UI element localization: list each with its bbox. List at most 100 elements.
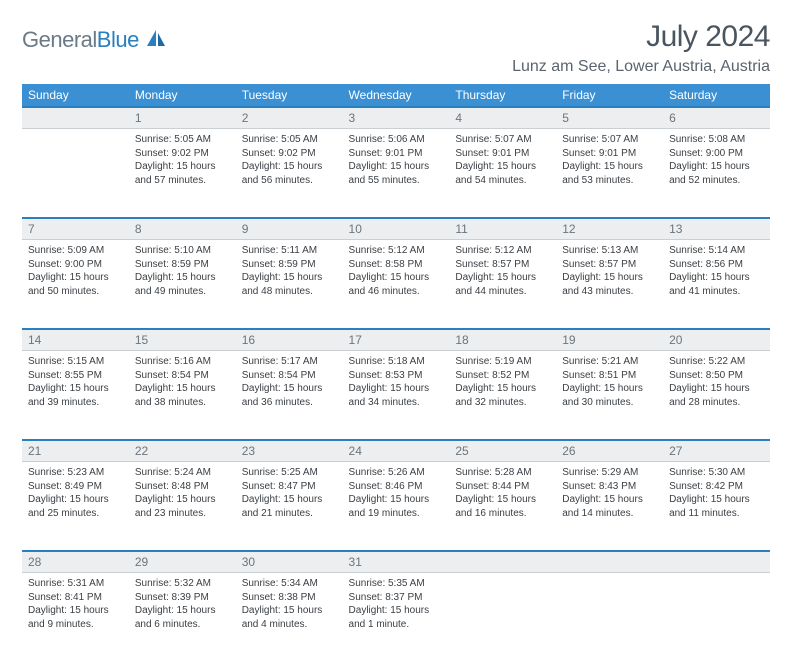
day-cell: Sunrise: 5:16 AMSunset: 8:54 PMDaylight:… bbox=[129, 351, 236, 429]
daylight-text: Daylight: 15 hours and 46 minutes. bbox=[349, 271, 444, 298]
sunrise-text: Sunrise: 5:25 AM bbox=[242, 466, 337, 480]
daynum-row: 28293031 bbox=[22, 551, 770, 573]
day-content-cell: Sunrise: 5:14 AMSunset: 8:56 PMDaylight:… bbox=[663, 240, 770, 330]
sunrise-text: Sunrise: 5:29 AM bbox=[562, 466, 657, 480]
day-number-cell: 16 bbox=[236, 329, 343, 351]
daylight-text: Daylight: 15 hours and 25 minutes. bbox=[28, 493, 123, 520]
day-number-cell: 21 bbox=[22, 440, 129, 462]
sunset-text: Sunset: 8:58 PM bbox=[349, 258, 444, 272]
sunrise-text: Sunrise: 5:34 AM bbox=[242, 577, 337, 591]
day-cell: Sunrise: 5:34 AMSunset: 8:38 PMDaylight:… bbox=[236, 573, 343, 651]
day-cell: Sunrise: 5:29 AMSunset: 8:43 PMDaylight:… bbox=[556, 462, 663, 540]
daylight-text: Daylight: 15 hours and 49 minutes. bbox=[135, 271, 230, 298]
day-content-cell bbox=[663, 573, 770, 662]
sunset-text: Sunset: 8:44 PM bbox=[455, 480, 550, 494]
weekday-header-row: SundayMondayTuesdayWednesdayThursdayFrid… bbox=[22, 84, 770, 107]
day-number-cell: 28 bbox=[22, 551, 129, 573]
day-number-cell: 5 bbox=[556, 107, 663, 129]
sunset-text: Sunset: 8:54 PM bbox=[135, 369, 230, 383]
sunset-text: Sunset: 8:54 PM bbox=[242, 369, 337, 383]
day-number-cell: 3 bbox=[343, 107, 450, 129]
day-cell: Sunrise: 5:22 AMSunset: 8:50 PMDaylight:… bbox=[663, 351, 770, 429]
day-content-cell: Sunrise: 5:23 AMSunset: 8:49 PMDaylight:… bbox=[22, 462, 129, 552]
day-number-cell bbox=[22, 107, 129, 129]
day-number-cell: 19 bbox=[556, 329, 663, 351]
day-content-cell: Sunrise: 5:06 AMSunset: 9:01 PMDaylight:… bbox=[343, 129, 450, 219]
sunrise-text: Sunrise: 5:31 AM bbox=[28, 577, 123, 591]
day-cell: Sunrise: 5:19 AMSunset: 8:52 PMDaylight:… bbox=[449, 351, 556, 429]
sunrise-text: Sunrise: 5:26 AM bbox=[349, 466, 444, 480]
day-number-cell: 20 bbox=[663, 329, 770, 351]
day-cell: Sunrise: 5:05 AMSunset: 9:02 PMDaylight:… bbox=[236, 129, 343, 207]
title-block: July 2024 Lunz am See, Lower Austria, Au… bbox=[512, 20, 770, 76]
sunset-text: Sunset: 8:46 PM bbox=[349, 480, 444, 494]
day-content-cell: Sunrise: 5:19 AMSunset: 8:52 PMDaylight:… bbox=[449, 351, 556, 441]
day-number-cell: 12 bbox=[556, 218, 663, 240]
sunrise-text: Sunrise: 5:22 AM bbox=[669, 355, 764, 369]
sunset-text: Sunset: 8:50 PM bbox=[669, 369, 764, 383]
sunset-text: Sunset: 8:56 PM bbox=[669, 258, 764, 272]
sunrise-text: Sunrise: 5:16 AM bbox=[135, 355, 230, 369]
day-content-cell bbox=[449, 573, 556, 662]
day-number-cell: 14 bbox=[22, 329, 129, 351]
day-number-cell: 2 bbox=[236, 107, 343, 129]
daylight-text: Daylight: 15 hours and 34 minutes. bbox=[349, 382, 444, 409]
day-cell: Sunrise: 5:15 AMSunset: 8:55 PMDaylight:… bbox=[22, 351, 129, 429]
content-row: Sunrise: 5:15 AMSunset: 8:55 PMDaylight:… bbox=[22, 351, 770, 441]
sunset-text: Sunset: 8:55 PM bbox=[28, 369, 123, 383]
daylight-text: Daylight: 15 hours and 38 minutes. bbox=[135, 382, 230, 409]
sunset-text: Sunset: 8:42 PM bbox=[669, 480, 764, 494]
day-content-cell: Sunrise: 5:12 AMSunset: 8:57 PMDaylight:… bbox=[449, 240, 556, 330]
day-cell: Sunrise: 5:31 AMSunset: 8:41 PMDaylight:… bbox=[22, 573, 129, 651]
day-cell: Sunrise: 5:18 AMSunset: 8:53 PMDaylight:… bbox=[343, 351, 450, 429]
daylight-text: Daylight: 15 hours and 43 minutes. bbox=[562, 271, 657, 298]
sunrise-text: Sunrise: 5:14 AM bbox=[669, 244, 764, 258]
day-cell: Sunrise: 5:08 AMSunset: 9:00 PMDaylight:… bbox=[663, 129, 770, 207]
day-number-cell: 25 bbox=[449, 440, 556, 462]
day-number-cell bbox=[449, 551, 556, 573]
sunrise-text: Sunrise: 5:07 AM bbox=[562, 133, 657, 147]
day-number-cell: 22 bbox=[129, 440, 236, 462]
daylight-text: Daylight: 15 hours and 36 minutes. bbox=[242, 382, 337, 409]
day-content-cell: Sunrise: 5:13 AMSunset: 8:57 PMDaylight:… bbox=[556, 240, 663, 330]
logo-text: GeneralBlue bbox=[22, 27, 139, 53]
page: GeneralBlue July 2024 Lunz am See, Lower… bbox=[0, 0, 792, 671]
sunset-text: Sunset: 9:02 PM bbox=[242, 147, 337, 161]
sunset-text: Sunset: 9:01 PM bbox=[455, 147, 550, 161]
daynum-row: 78910111213 bbox=[22, 218, 770, 240]
sunset-text: Sunset: 8:51 PM bbox=[562, 369, 657, 383]
day-number-cell: 27 bbox=[663, 440, 770, 462]
sunrise-text: Sunrise: 5:30 AM bbox=[669, 466, 764, 480]
day-cell: Sunrise: 5:07 AMSunset: 9:01 PMDaylight:… bbox=[556, 129, 663, 207]
day-number-cell: 8 bbox=[129, 218, 236, 240]
sunset-text: Sunset: 8:59 PM bbox=[135, 258, 230, 272]
day-content-cell: Sunrise: 5:16 AMSunset: 8:54 PMDaylight:… bbox=[129, 351, 236, 441]
content-row: Sunrise: 5:23 AMSunset: 8:49 PMDaylight:… bbox=[22, 462, 770, 552]
daylight-text: Daylight: 15 hours and 11 minutes. bbox=[669, 493, 764, 520]
sunrise-text: Sunrise: 5:17 AM bbox=[242, 355, 337, 369]
daylight-text: Daylight: 15 hours and 44 minutes. bbox=[455, 271, 550, 298]
daynum-row: 123456 bbox=[22, 107, 770, 129]
day-content-cell: Sunrise: 5:07 AMSunset: 9:01 PMDaylight:… bbox=[556, 129, 663, 219]
day-content-cell: Sunrise: 5:26 AMSunset: 8:46 PMDaylight:… bbox=[343, 462, 450, 552]
day-cell: Sunrise: 5:09 AMSunset: 9:00 PMDaylight:… bbox=[22, 240, 129, 318]
day-number-cell: 7 bbox=[22, 218, 129, 240]
daylight-text: Daylight: 15 hours and 41 minutes. bbox=[669, 271, 764, 298]
day-content-cell: Sunrise: 5:22 AMSunset: 8:50 PMDaylight:… bbox=[663, 351, 770, 441]
weekday-header: Monday bbox=[129, 84, 236, 107]
daylight-text: Daylight: 15 hours and 50 minutes. bbox=[28, 271, 123, 298]
day-content-cell: Sunrise: 5:24 AMSunset: 8:48 PMDaylight:… bbox=[129, 462, 236, 552]
sunrise-text: Sunrise: 5:10 AM bbox=[135, 244, 230, 258]
sunset-text: Sunset: 8:57 PM bbox=[455, 258, 550, 272]
logo-part2: Blue bbox=[97, 27, 139, 52]
sunrise-text: Sunrise: 5:09 AM bbox=[28, 244, 123, 258]
day-number-cell: 29 bbox=[129, 551, 236, 573]
day-cell: Sunrise: 5:13 AMSunset: 8:57 PMDaylight:… bbox=[556, 240, 663, 318]
sunset-text: Sunset: 8:57 PM bbox=[562, 258, 657, 272]
day-cell: Sunrise: 5:12 AMSunset: 8:58 PMDaylight:… bbox=[343, 240, 450, 318]
daylight-text: Daylight: 15 hours and 4 minutes. bbox=[242, 604, 337, 631]
day-cell: Sunrise: 5:14 AMSunset: 8:56 PMDaylight:… bbox=[663, 240, 770, 318]
daylight-text: Daylight: 15 hours and 28 minutes. bbox=[669, 382, 764, 409]
day-content-cell: Sunrise: 5:31 AMSunset: 8:41 PMDaylight:… bbox=[22, 573, 129, 662]
location: Lunz am See, Lower Austria, Austria bbox=[512, 58, 770, 76]
